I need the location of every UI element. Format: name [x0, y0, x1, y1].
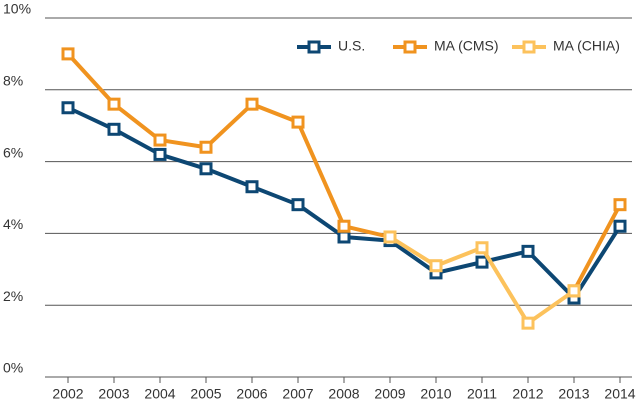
legend-label: MA (CHIA): [553, 38, 620, 54]
y-tick-label: 6%: [3, 144, 23, 160]
legend-label: MA (CMS): [434, 38, 499, 54]
legend-marker: [522, 40, 536, 54]
x-tick-label: 2014: [604, 386, 635, 402]
point-marker: [107, 97, 121, 111]
y-tick-label: 10%: [3, 1, 31, 17]
point-marker: [153, 133, 167, 147]
point-marker: [521, 316, 535, 330]
x-tick-label: 2010: [420, 386, 451, 402]
point-marker: [429, 259, 443, 273]
point-marker: [61, 101, 75, 115]
point-marker: [291, 198, 305, 212]
x-tick-label: 2007: [282, 386, 313, 402]
series-line: [67, 105, 622, 301]
point-marker: [107, 122, 121, 136]
point-marker: [199, 162, 213, 176]
x-tick-label: 2004: [144, 386, 175, 402]
point-marker: [613, 219, 627, 233]
point-marker: [245, 180, 259, 194]
point-marker: [337, 230, 351, 244]
point-marker: [475, 241, 489, 255]
point-marker: [337, 219, 351, 233]
point-marker: [383, 230, 397, 244]
y-tick-label: 8%: [3, 73, 23, 89]
point-marker: [199, 140, 213, 154]
point-marker: [613, 198, 627, 212]
legend-label: U.S.: [338, 38, 365, 54]
y-tick-label: 2%: [3, 288, 23, 304]
series-line: [66, 52, 622, 292]
point-marker: [567, 284, 581, 298]
legend-marker: [403, 40, 417, 54]
x-tick-label: 2011: [467, 386, 497, 402]
x-tick-label: 2006: [236, 386, 267, 402]
point-marker: [153, 147, 167, 161]
x-tick-label: 2002: [52, 386, 83, 402]
x-tick-label: 2012: [512, 386, 543, 402]
point-marker: [475, 255, 489, 269]
point-marker: [245, 97, 259, 111]
x-tick-label: 2013: [558, 386, 589, 402]
point-marker: [61, 47, 75, 61]
point-marker: [521, 244, 535, 258]
x-tick-label: 2008: [328, 386, 359, 402]
y-tick-label: 0%: [3, 360, 23, 376]
x-tick-label: 2005: [190, 386, 221, 402]
x-tick-label: 2009: [374, 386, 405, 402]
legend-marker: [307, 40, 321, 54]
point-marker: [291, 115, 305, 129]
x-tick-label: 2003: [98, 386, 129, 402]
y-tick-label: 4%: [3, 216, 23, 232]
